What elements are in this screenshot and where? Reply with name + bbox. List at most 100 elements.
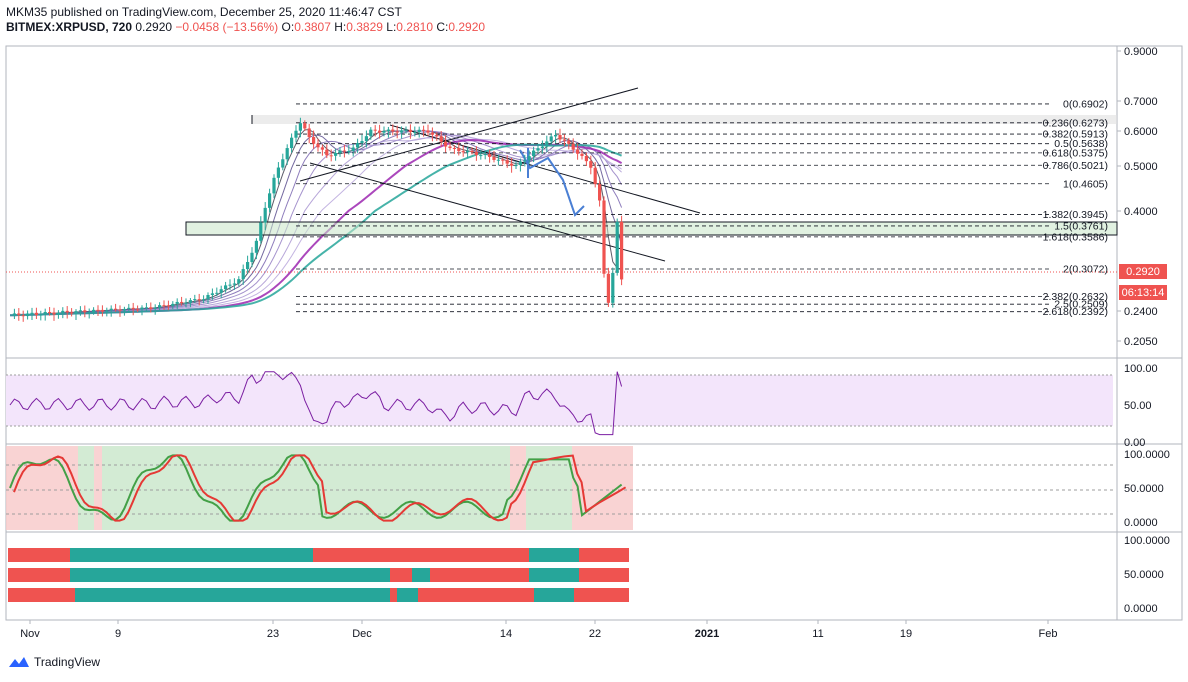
candle-body bbox=[96, 309, 100, 311]
stoch-zone bbox=[102, 446, 510, 530]
candle-body bbox=[237, 279, 241, 284]
candle-body bbox=[307, 128, 311, 138]
time-tick-label: 14 bbox=[500, 628, 512, 640]
fib-level-label: 0.618(0.5375) bbox=[1043, 147, 1108, 159]
price-axis[interactable]: 0.9000 0.7000 0.6000 0.5000 0.4000 0.2400 0.20… bbox=[1117, 46, 1158, 348]
candle-body bbox=[219, 289, 223, 293]
trend-bar-segment bbox=[75, 588, 390, 602]
stoch-tick-label: 100.0000 bbox=[1124, 449, 1170, 461]
candle-body bbox=[294, 130, 298, 138]
candle-body bbox=[78, 310, 82, 312]
candle-body bbox=[545, 141, 549, 147]
trend-bars[interactable] bbox=[8, 548, 629, 602]
price-tick-label: 0.4000 bbox=[1124, 206, 1158, 218]
support-zone-box[interactable] bbox=[185, 221, 1118, 236]
symbol-label[interactable]: BITMEX:XRPUSD, 720 bbox=[6, 20, 133, 34]
candle-body bbox=[316, 143, 320, 148]
time-tick-label: 11 bbox=[812, 628, 823, 640]
candle-body bbox=[598, 184, 602, 201]
trend-bar-segment bbox=[574, 588, 629, 602]
fib-level-label: 0.786(0.5021) bbox=[1043, 160, 1108, 172]
candle-body bbox=[342, 150, 346, 152]
tradingview-branding[interactable]: TradingView bbox=[8, 655, 100, 669]
candle-body bbox=[197, 299, 201, 301]
candle-body bbox=[87, 312, 91, 314]
candle-body bbox=[496, 159, 500, 161]
moving-average-line bbox=[9, 130, 623, 316]
time-axis[interactable]: Nov 9 23 Dec 14 22 2021 11 19 Feb bbox=[20, 620, 1057, 640]
candle-body bbox=[290, 137, 294, 149]
candle-body bbox=[70, 312, 74, 314]
candle-body bbox=[246, 262, 250, 270]
candle-body bbox=[452, 147, 456, 149]
candle-body bbox=[114, 308, 118, 310]
trendline-upper[interactable] bbox=[299, 87, 639, 182]
low-value: 0.2810 bbox=[396, 20, 433, 34]
candle-body bbox=[281, 159, 285, 168]
candle-body bbox=[210, 293, 214, 295]
candle-body bbox=[149, 307, 153, 309]
candle-body bbox=[285, 148, 289, 160]
trend-bar-segment bbox=[579, 548, 629, 562]
candle-body bbox=[527, 156, 531, 161]
bars-tick-label: 0.0000 bbox=[1124, 603, 1158, 615]
close-value: 0.2920 bbox=[448, 20, 486, 34]
trend-bar-segment bbox=[70, 568, 390, 582]
bars-axis: 100.0000 50.0000 0.0000 bbox=[1124, 535, 1170, 615]
candle-body bbox=[611, 272, 615, 303]
rsi-band bbox=[6, 375, 1113, 426]
fib-level-label: 0(0.6902) bbox=[1063, 98, 1108, 110]
time-tick-label: Feb bbox=[1039, 628, 1058, 640]
candles[interactable] bbox=[12, 117, 624, 322]
candle-body bbox=[400, 130, 404, 133]
candle-body bbox=[65, 310, 69, 313]
candle-body bbox=[369, 129, 373, 137]
candle-body bbox=[457, 148, 461, 152]
rsi-line[interactable] bbox=[9, 371, 623, 436]
countdown-badge-text: 06:13:14 bbox=[1122, 287, 1165, 299]
candle-body bbox=[21, 315, 25, 317]
candle-body bbox=[56, 312, 60, 315]
candle-body bbox=[52, 312, 56, 315]
candle-body bbox=[347, 150, 351, 152]
candle-body bbox=[567, 140, 571, 144]
rsi-tick-label: 0.00 bbox=[1124, 437, 1145, 449]
stoch-zone bbox=[94, 446, 102, 530]
candle-body bbox=[224, 285, 228, 290]
trendline-channel-lower[interactable] bbox=[309, 162, 666, 262]
candle-body bbox=[483, 154, 487, 156]
stoch-d-line[interactable] bbox=[13, 454, 627, 522]
candle-body bbox=[303, 123, 307, 129]
fib-level-label: 1.618(0.3586) bbox=[1043, 231, 1108, 243]
resistance-zone-box[interactable] bbox=[252, 115, 1117, 124]
candle-body bbox=[470, 150, 474, 153]
chart-header: MKM35 published on TradingView.com, Dece… bbox=[6, 5, 485, 35]
trend-bar-segment bbox=[390, 568, 412, 582]
candle-body bbox=[329, 155, 333, 157]
candle-body bbox=[386, 129, 390, 132]
candle-body bbox=[510, 163, 514, 166]
candle-body bbox=[153, 307, 157, 309]
stoch-zone bbox=[78, 446, 94, 530]
moving-average-line bbox=[9, 130, 623, 316]
candle-body bbox=[444, 141, 448, 147]
candle-body bbox=[334, 152, 338, 156]
candle-body bbox=[426, 130, 430, 133]
trend-bar-segment bbox=[397, 588, 418, 602]
candle-body bbox=[48, 311, 52, 313]
candle-body bbox=[593, 167, 597, 185]
candle-body bbox=[540, 146, 544, 149]
candle-body bbox=[351, 147, 355, 151]
candle-body bbox=[364, 136, 368, 142]
trend-bar-segment bbox=[8, 548, 70, 562]
trend-bar-segment bbox=[412, 568, 430, 582]
candle-body bbox=[43, 311, 47, 315]
candle-body bbox=[276, 167, 280, 178]
stoch-k-line[interactable] bbox=[9, 454, 623, 522]
fibonacci-levels[interactable]: 0(0.6902) 0.236(0.6273)0.382(0.5913)0.5(0… bbox=[296, 98, 1108, 318]
last-price: 0.2920 bbox=[135, 20, 173, 34]
candle-body bbox=[272, 177, 276, 194]
price-change: −0.0458 (−13.56%) bbox=[175, 20, 279, 34]
rsi-tick-label: 100.00 bbox=[1124, 363, 1158, 375]
